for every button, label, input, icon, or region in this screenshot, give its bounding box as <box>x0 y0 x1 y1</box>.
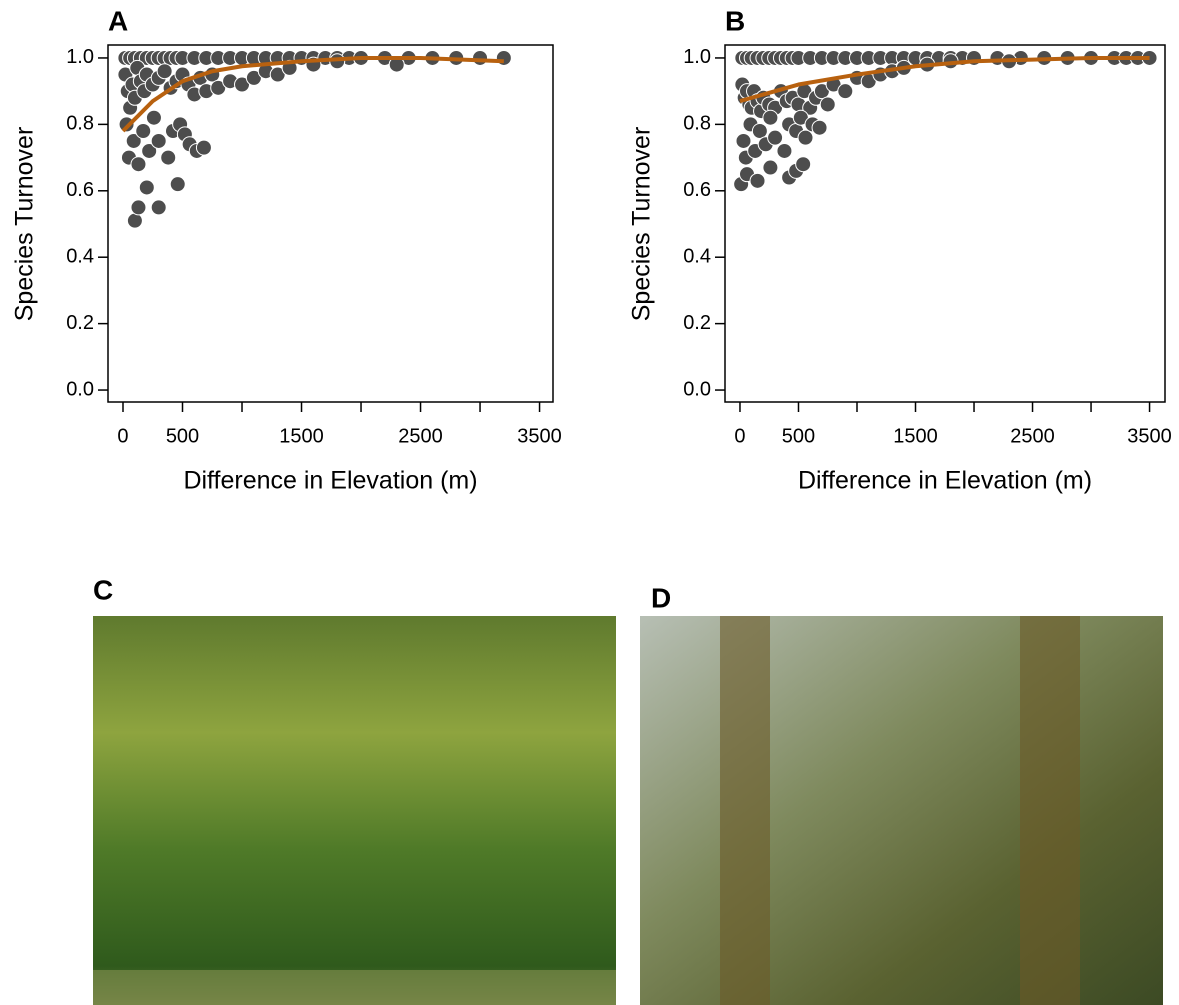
point <box>762 159 779 176</box>
x-tick-label: 0 <box>734 425 745 447</box>
photo-lowland-forest <box>93 616 616 1005</box>
point <box>795 156 812 173</box>
panel-title: B <box>725 5 745 36</box>
point <box>767 129 784 146</box>
point <box>130 199 147 216</box>
point <box>138 179 155 196</box>
point <box>195 139 212 156</box>
y-tick-label: 0.4 <box>66 245 94 267</box>
x-axis-label: Difference in Elevation (m) <box>798 467 1092 495</box>
x-tick-label: 2500 <box>1010 425 1055 447</box>
fit-line <box>739 55 1150 104</box>
panel-label: C <box>93 574 113 605</box>
fit-line <box>121 55 504 133</box>
point <box>776 142 793 159</box>
x-tick-label: 0 <box>117 425 128 447</box>
point <box>135 123 152 140</box>
point <box>751 123 768 140</box>
point <box>762 109 779 126</box>
y-tick-label: 0.8 <box>683 113 711 135</box>
x-tick-label: 1500 <box>893 425 938 447</box>
point <box>735 132 752 149</box>
y-tick-label: 0.2 <box>683 312 711 334</box>
y-tick-label: 0.6 <box>683 179 711 201</box>
y-tick-label: 0.0 <box>683 378 711 400</box>
x-tick-label: 1500 <box>279 425 324 447</box>
point <box>169 176 186 193</box>
x-tick-label: 2500 <box>398 425 443 447</box>
point <box>118 116 135 133</box>
point <box>495 49 512 66</box>
y-axis-label: Species Turnover <box>11 127 39 322</box>
photo-cloud-forest <box>640 616 1163 1005</box>
plot-frame <box>724 44 1166 403</box>
point <box>837 83 854 100</box>
point <box>126 212 143 229</box>
point <box>811 119 828 136</box>
x-tick-label: 3500 <box>517 425 562 447</box>
photo-water <box>93 970 616 1005</box>
y-tick-label: 0.2 <box>66 312 94 334</box>
point <box>145 109 162 126</box>
point <box>130 156 147 173</box>
y-tick-label: 0.4 <box>683 245 711 267</box>
point <box>150 132 167 149</box>
panel-title: A <box>108 5 128 36</box>
y-tick-label: 1.0 <box>683 46 711 68</box>
point <box>472 49 489 66</box>
x-axis-label: Difference in Elevation (m) <box>183 467 477 495</box>
point <box>819 96 836 113</box>
point <box>125 132 142 149</box>
photo-trunk <box>1020 616 1080 1005</box>
point <box>160 149 177 166</box>
x-tick-label: 500 <box>782 425 815 447</box>
point <box>749 172 766 189</box>
point <box>141 142 158 159</box>
point <box>150 199 167 216</box>
x-tick-label: 3500 <box>1127 425 1172 447</box>
y-tick-label: 0.8 <box>66 113 94 135</box>
y-tick-label: 0.6 <box>66 179 94 201</box>
panel-label: D <box>651 582 671 613</box>
plot-frame <box>107 44 554 403</box>
y-axis-label: Species Turnover <box>628 127 656 322</box>
x-tick-label: 500 <box>166 425 199 447</box>
photo-trunk <box>720 616 770 1005</box>
point <box>797 129 814 146</box>
y-tick-label: 0.0 <box>66 378 94 400</box>
y-tick-label: 1.0 <box>66 46 94 68</box>
point <box>156 63 173 80</box>
